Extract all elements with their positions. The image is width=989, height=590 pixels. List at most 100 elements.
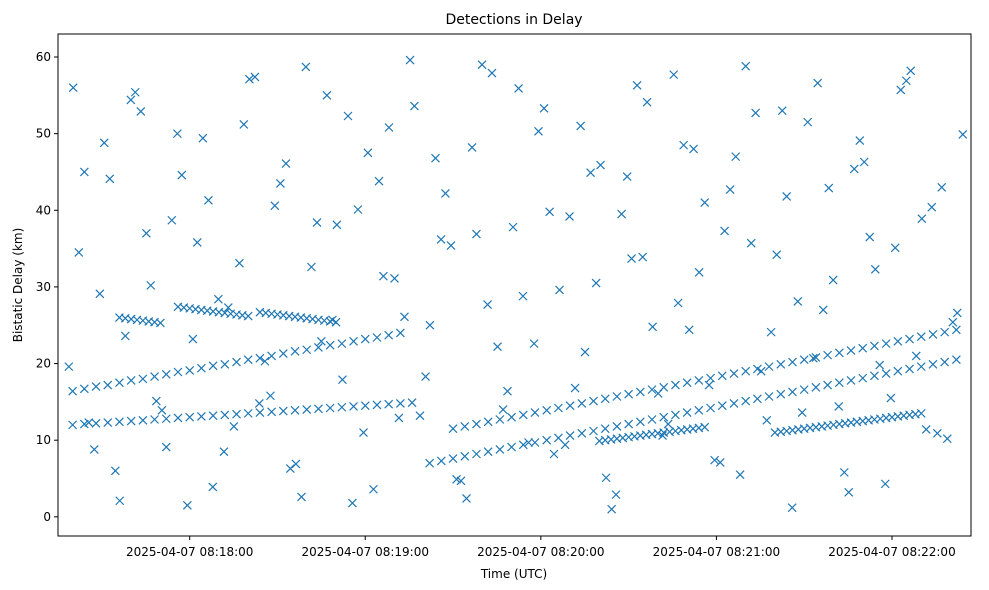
detection-point xyxy=(782,192,792,201)
detection-point xyxy=(120,331,130,341)
detection-point xyxy=(627,254,636,263)
detection-point xyxy=(302,405,312,414)
detection-point xyxy=(250,72,260,82)
detection-point xyxy=(905,334,914,344)
detection-point xyxy=(325,340,335,350)
detection-point xyxy=(220,410,230,420)
detection-point xyxy=(577,398,587,408)
detection-point xyxy=(846,346,856,355)
detection-point xyxy=(725,185,735,195)
detection-point xyxy=(243,311,253,321)
y-axis-ticks: 0 10 20 30 40 50 60 xyxy=(36,50,58,524)
detection-point xyxy=(893,366,903,376)
detection-point xyxy=(110,466,120,476)
detection-point xyxy=(136,106,146,116)
detection-point xyxy=(694,375,704,385)
y-tick-label: 30 xyxy=(36,280,51,294)
detection-point xyxy=(219,447,229,457)
detection-point xyxy=(208,482,218,492)
detection-point xyxy=(360,401,370,411)
detection-point xyxy=(495,444,505,454)
detection-point xyxy=(115,496,125,506)
detection-point xyxy=(663,419,673,429)
detection-point xyxy=(360,334,370,344)
detection-point xyxy=(161,414,171,424)
detection-point xyxy=(266,391,275,401)
detection-point xyxy=(196,363,206,373)
detection-point xyxy=(115,378,124,388)
detection-point xyxy=(498,405,508,414)
detection-point xyxy=(255,353,265,363)
detection-point xyxy=(901,76,911,86)
detection-point xyxy=(553,433,563,443)
detection-point xyxy=(477,60,487,70)
detection-point xyxy=(942,434,952,444)
detection-point xyxy=(880,479,890,489)
detection-point xyxy=(337,402,347,412)
detection-point xyxy=(196,412,206,421)
detection-point xyxy=(766,327,776,337)
detection-point xyxy=(799,385,809,395)
detection-point xyxy=(198,133,208,143)
detection-point xyxy=(285,464,295,473)
detection-point xyxy=(741,61,751,71)
detection-point xyxy=(937,182,947,192)
detection-point xyxy=(694,405,704,415)
detection-point xyxy=(452,474,461,484)
detection-point xyxy=(384,330,394,340)
detection-point xyxy=(508,222,518,232)
detection-point xyxy=(314,404,323,414)
detection-point xyxy=(834,402,844,411)
detection-point xyxy=(99,138,109,148)
detection-point xyxy=(764,362,774,372)
detection-point xyxy=(314,343,323,352)
detection-point xyxy=(706,403,715,413)
x-tick-label: 2025-04-07 08:22:00 xyxy=(828,545,955,559)
x-axis-label: Time (UTC) xyxy=(480,567,547,581)
detection-point xyxy=(611,490,621,500)
detection-point xyxy=(79,167,89,177)
detection-point xyxy=(267,351,277,361)
detection-point xyxy=(208,411,218,421)
detection-point xyxy=(764,392,774,401)
detection-point xyxy=(255,408,265,418)
detection-point xyxy=(671,410,680,420)
detection-point xyxy=(146,280,156,290)
detection-point xyxy=(394,413,404,423)
detection-point xyxy=(849,164,859,174)
detection-point xyxy=(622,172,632,181)
detection-point xyxy=(549,449,559,459)
detection-point xyxy=(431,153,440,163)
detection-point xyxy=(928,330,938,339)
detection-point xyxy=(278,406,288,416)
detection-point xyxy=(638,252,648,262)
detection-point xyxy=(741,366,751,376)
detection-point xyxy=(706,373,715,383)
detection-point xyxy=(729,398,739,408)
detection-point xyxy=(243,408,253,418)
detection-point xyxy=(177,170,187,180)
detection-point xyxy=(239,120,249,129)
detection-point xyxy=(682,408,692,418)
detection-point xyxy=(752,394,762,404)
detection-point xyxy=(409,101,419,111)
detection-point xyxy=(374,176,384,186)
detection-point xyxy=(359,428,368,437)
detection-point xyxy=(741,396,751,406)
detection-point xyxy=(596,160,605,170)
detection-point xyxy=(580,347,590,357)
detection-point xyxy=(208,361,218,371)
detection-point xyxy=(369,484,378,494)
detection-point xyxy=(372,333,382,342)
detection-point xyxy=(150,372,159,382)
detection-point xyxy=(172,129,182,139)
detection-point xyxy=(951,325,961,335)
detection-point xyxy=(818,305,828,315)
detection-point xyxy=(865,232,875,242)
detection-point xyxy=(188,334,198,344)
detection-point xyxy=(700,422,710,432)
detection-point xyxy=(130,87,140,97)
detection-point xyxy=(570,383,580,393)
detection-point xyxy=(467,143,477,152)
detection-point xyxy=(772,250,782,260)
